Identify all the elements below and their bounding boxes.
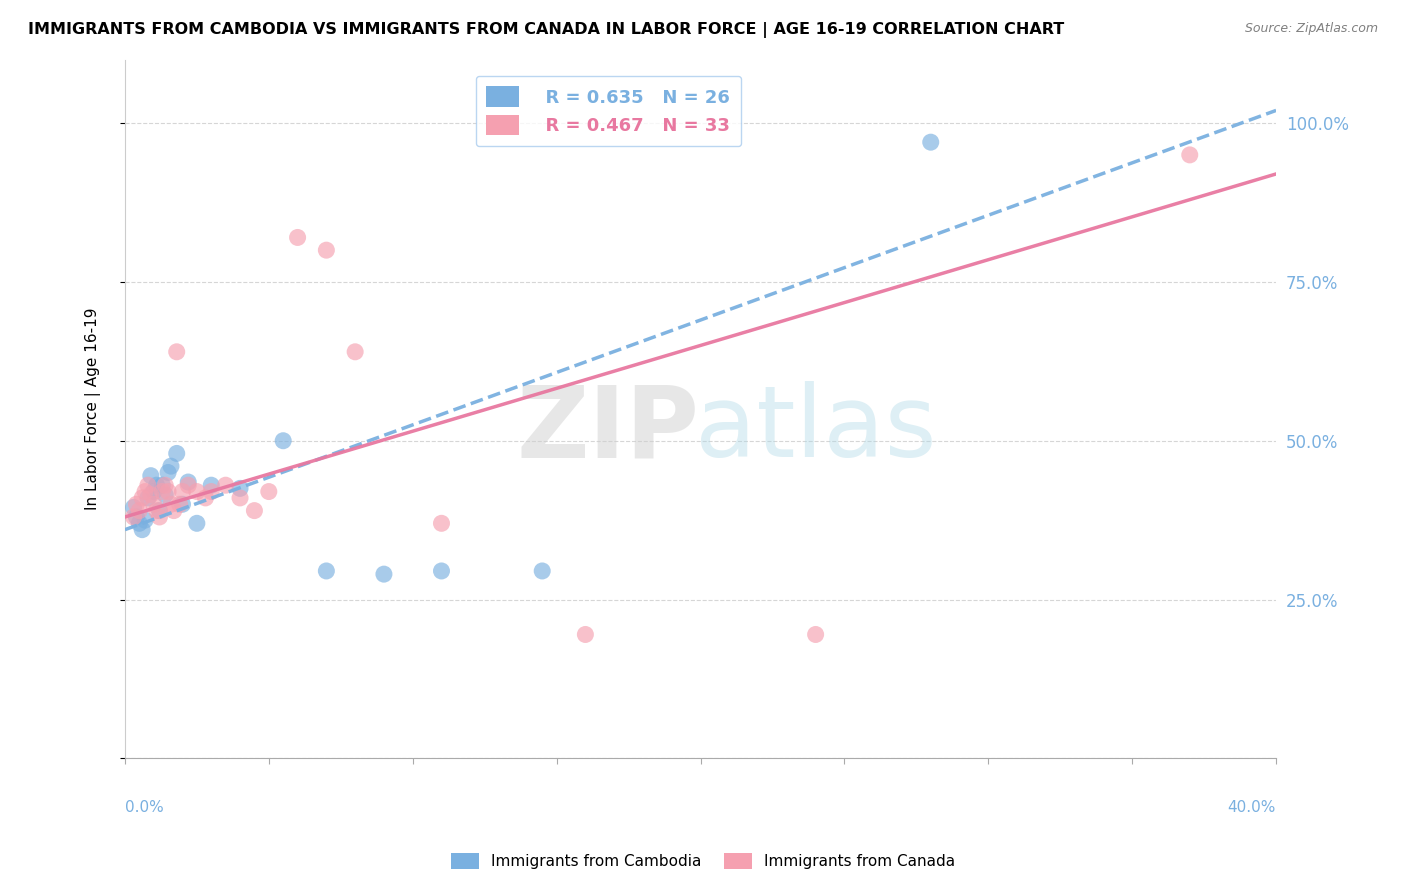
Text: 0.0%: 0.0%: [125, 800, 163, 815]
Point: [344, 344, 367, 359]
Text: Source: ZipAtlas.com: Source: ZipAtlas.com: [1244, 22, 1378, 36]
Point: [157, 484, 180, 499]
Point: [229, 482, 252, 496]
Point: [177, 475, 200, 489]
Point: [142, 484, 165, 499]
Point: [122, 510, 145, 524]
Point: [200, 478, 222, 492]
Point: [257, 484, 280, 499]
Point: [271, 434, 294, 448]
Point: [186, 484, 208, 499]
Legend: Immigrants from Cambodia, Immigrants from Canada: Immigrants from Cambodia, Immigrants fro…: [444, 847, 962, 875]
Point: [148, 510, 170, 524]
Point: [166, 446, 188, 460]
Point: [139, 488, 162, 502]
Point: [186, 516, 208, 531]
Point: [128, 503, 150, 517]
Point: [131, 523, 153, 537]
Point: [125, 497, 148, 511]
Point: [287, 230, 309, 244]
Text: atlas: atlas: [695, 382, 936, 478]
Point: [177, 478, 200, 492]
Point: [804, 627, 827, 641]
Point: [229, 491, 252, 505]
Point: [153, 478, 176, 492]
Point: [430, 564, 453, 578]
Point: [128, 516, 150, 531]
Legend:   R = 0.635   N = 26,   R = 0.467   N = 33: R = 0.635 N = 26, R = 0.467 N = 33: [475, 76, 741, 146]
Point: [200, 484, 222, 499]
Point: [139, 468, 162, 483]
Point: [315, 243, 337, 257]
Point: [131, 491, 153, 505]
Point: [142, 497, 165, 511]
Point: [163, 503, 186, 517]
Point: [122, 500, 145, 515]
Point: [531, 564, 554, 578]
Point: [214, 478, 236, 492]
Point: [134, 484, 156, 499]
Point: [172, 497, 194, 511]
Point: [1178, 148, 1201, 162]
Point: [157, 466, 180, 480]
Point: [172, 484, 194, 499]
Point: [243, 503, 266, 517]
Point: [373, 567, 395, 582]
Point: [150, 484, 173, 499]
Point: [160, 459, 183, 474]
Y-axis label: In Labor Force | Age 16-19: In Labor Force | Age 16-19: [86, 308, 101, 510]
Point: [574, 627, 596, 641]
Point: [134, 513, 156, 527]
Point: [194, 491, 217, 505]
Point: [160, 497, 183, 511]
Point: [125, 510, 148, 524]
Point: [166, 344, 188, 359]
Point: [920, 135, 942, 149]
Point: [145, 478, 167, 492]
Text: 40.0%: 40.0%: [1227, 800, 1277, 815]
Point: [136, 491, 159, 505]
Text: ZIP: ZIP: [517, 382, 700, 478]
Point: [150, 478, 173, 492]
Point: [145, 503, 167, 517]
Point: [315, 564, 337, 578]
Point: [136, 478, 159, 492]
Point: [169, 497, 191, 511]
Text: IMMIGRANTS FROM CAMBODIA VS IMMIGRANTS FROM CANADA IN LABOR FORCE | AGE 16-19 CO: IMMIGRANTS FROM CAMBODIA VS IMMIGRANTS F…: [28, 22, 1064, 38]
Point: [153, 488, 176, 502]
Point: [430, 516, 453, 531]
Point: [148, 503, 170, 517]
